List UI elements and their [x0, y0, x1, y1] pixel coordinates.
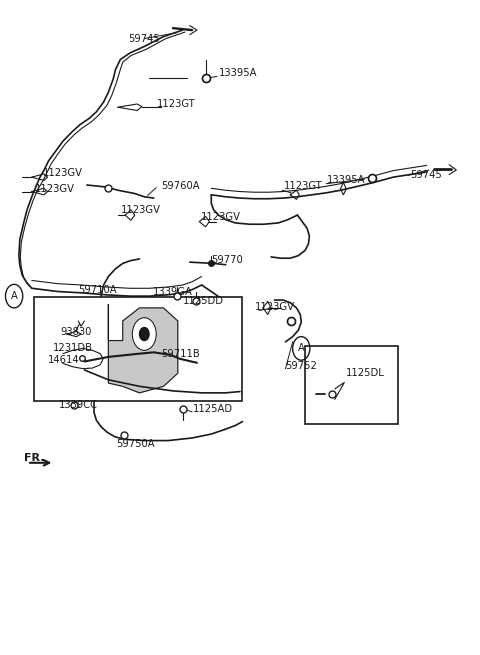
- Text: 59750A: 59750A: [117, 439, 155, 449]
- Text: 59760A: 59760A: [161, 181, 200, 191]
- Text: 59745: 59745: [129, 33, 160, 44]
- Circle shape: [132, 318, 156, 350]
- Text: 1125AD: 1125AD: [193, 403, 233, 413]
- Text: 1125DL: 1125DL: [346, 368, 385, 378]
- Text: 1125DD: 1125DD: [182, 295, 224, 306]
- Text: 59770: 59770: [211, 255, 243, 265]
- Text: 59711B: 59711B: [161, 349, 200, 360]
- Text: 59710A: 59710A: [78, 284, 117, 295]
- Text: 1339GA: 1339GA: [153, 287, 193, 297]
- Text: 59752: 59752: [286, 361, 317, 371]
- Text: 1123GT: 1123GT: [157, 99, 196, 109]
- Text: 1123GV: 1123GV: [255, 302, 295, 312]
- Text: FR.: FR.: [24, 453, 44, 463]
- Polygon shape: [108, 305, 178, 393]
- Text: 93830: 93830: [60, 327, 92, 337]
- Text: 1123GV: 1123GV: [201, 212, 241, 222]
- Text: A: A: [11, 291, 18, 301]
- Text: 13395A: 13395A: [218, 68, 257, 78]
- Text: A: A: [298, 343, 305, 354]
- Text: 59745: 59745: [410, 170, 442, 179]
- Text: 1123GT: 1123GT: [284, 181, 323, 191]
- Text: 1123GV: 1123GV: [43, 168, 83, 178]
- Text: 1231DB: 1231DB: [52, 343, 92, 353]
- Text: 1123GV: 1123GV: [35, 184, 75, 194]
- Text: 14614: 14614: [48, 355, 79, 365]
- Bar: [305, 346, 398, 424]
- Circle shape: [140, 328, 149, 341]
- Text: 1123GV: 1123GV: [121, 205, 161, 215]
- Text: 13395A: 13395A: [327, 175, 366, 185]
- Text: 1339CC: 1339CC: [59, 400, 98, 410]
- Bar: [34, 297, 242, 401]
